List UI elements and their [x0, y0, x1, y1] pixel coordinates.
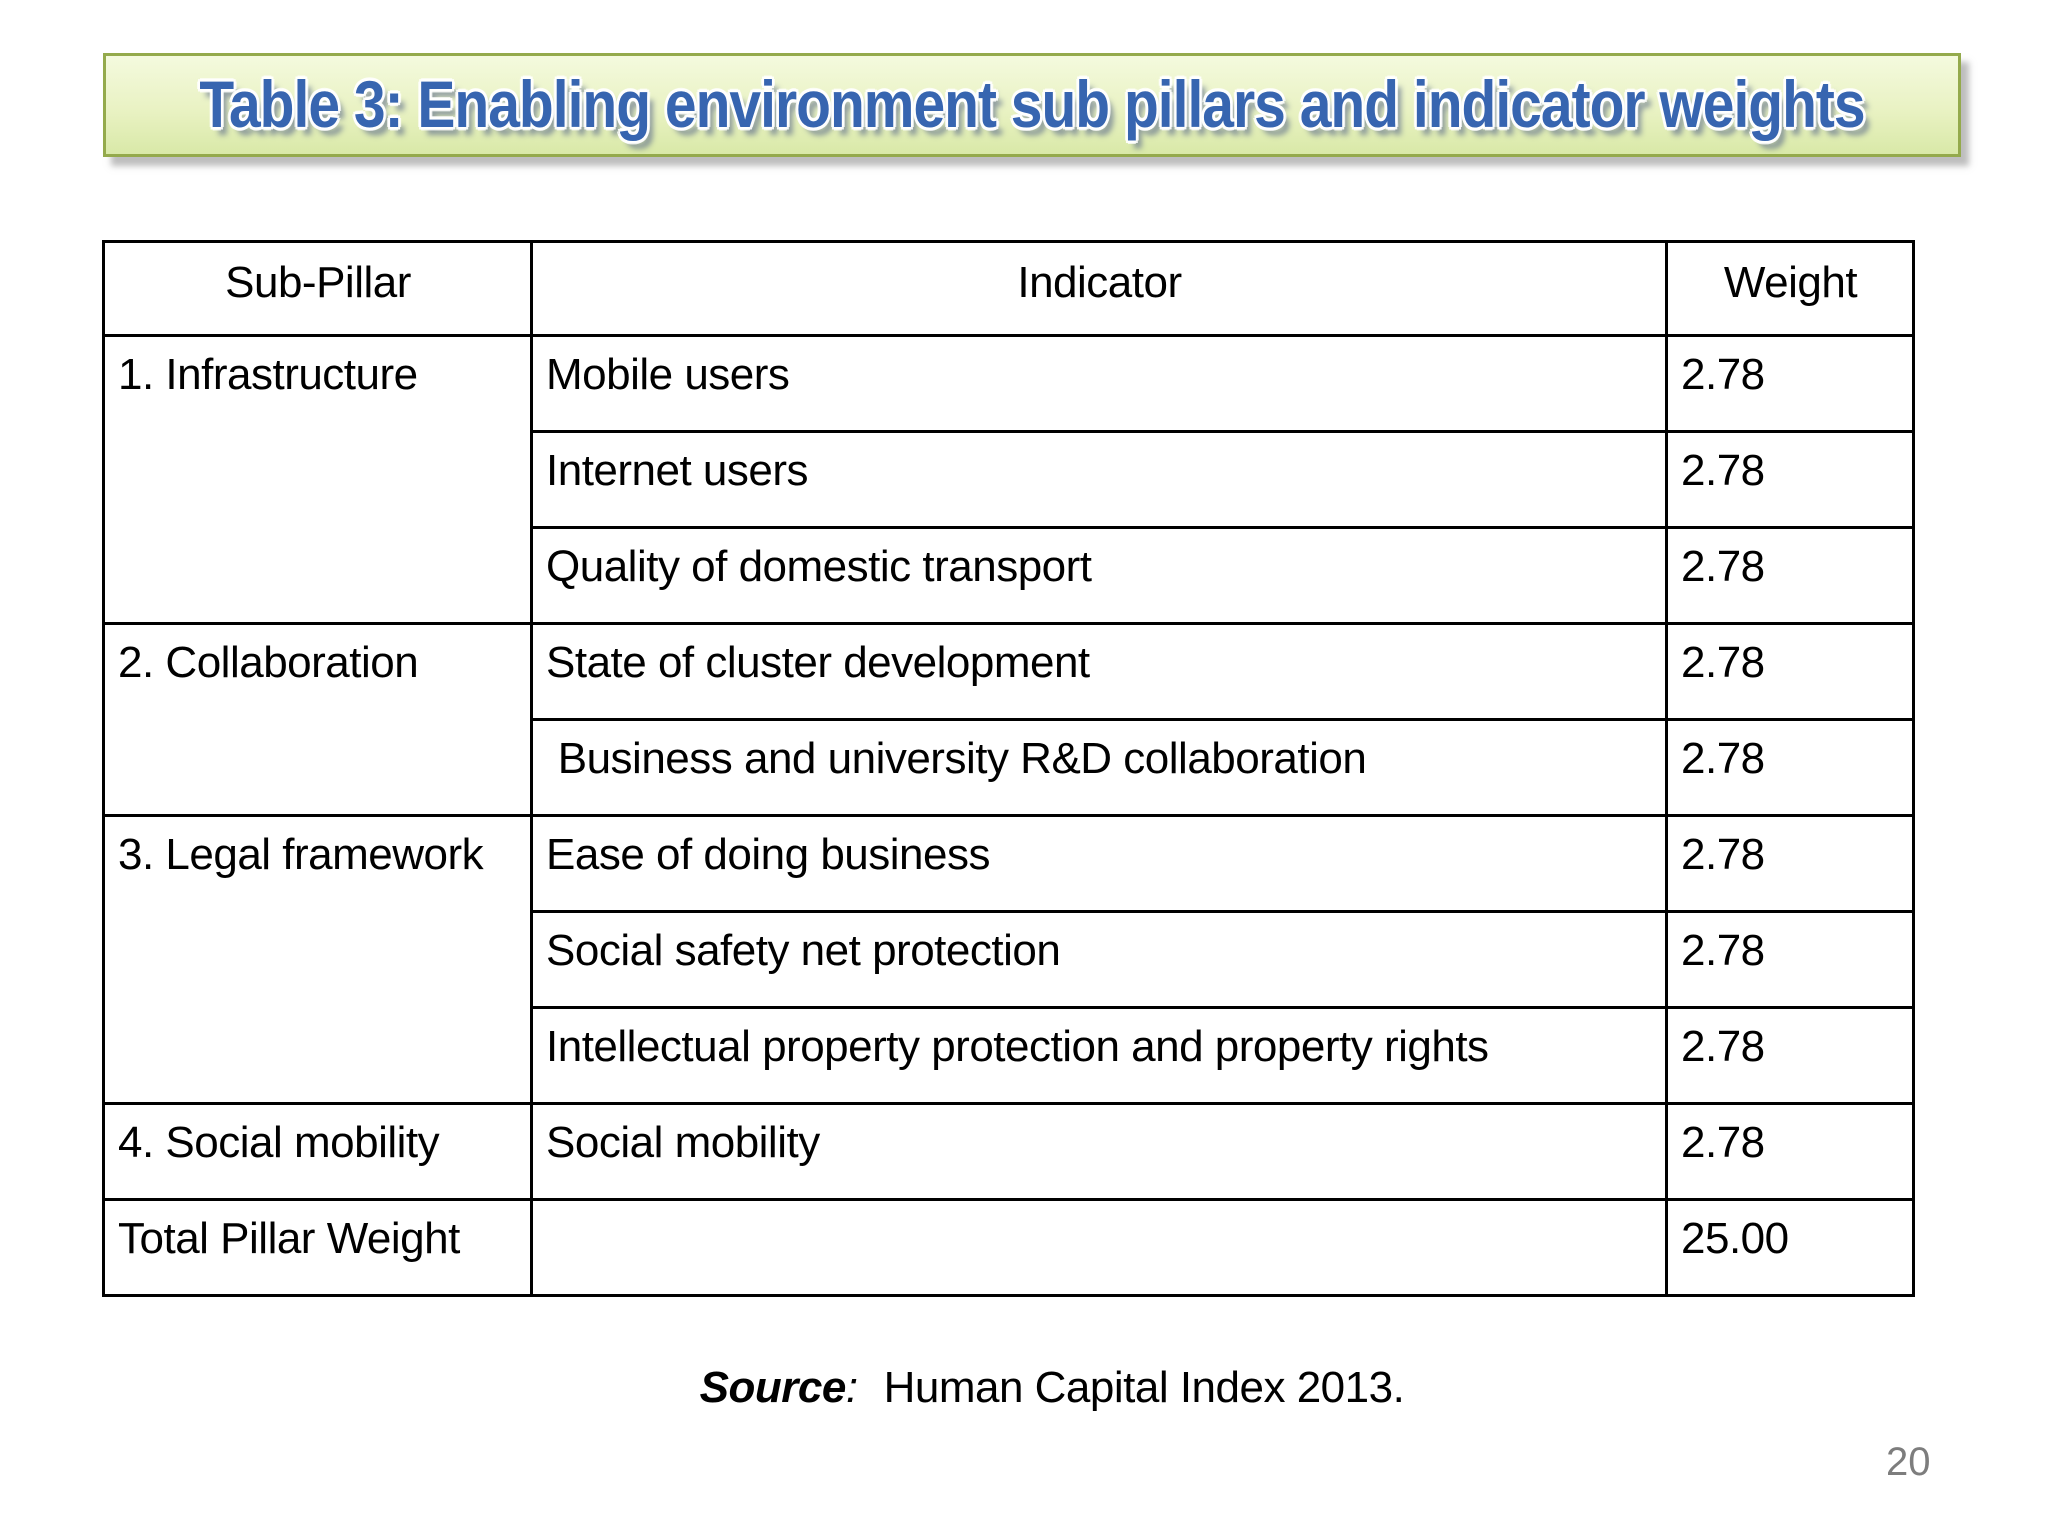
table-row: Business and university R&D collaboratio…: [104, 718, 1915, 817]
total-label-cell: Total Pillar Weight: [102, 1198, 533, 1297]
weight-cell: 2.78: [1665, 1006, 1915, 1105]
weight-cell: 2.78: [1665, 910, 1915, 1009]
indicator-cell: Social safety net protection: [530, 910, 1668, 1009]
indicator-cell: Social mobility: [530, 1102, 1668, 1201]
sub-pillar-cell: 4. Social mobility: [102, 1102, 533, 1201]
table-row: 3. Legal framework Ease of doing business…: [102, 814, 1915, 1105]
source-label: Source: [699, 1363, 847, 1412]
weight-cell: 2.78: [1665, 622, 1915, 721]
table-row: Intellectual property protection and pro…: [104, 1006, 1915, 1105]
table-row: Social safety net protection 2.78: [104, 910, 1915, 1009]
sub-pillar-cell: 1. Infrastructure: [102, 334, 533, 625]
sub-pillar-cell: 2. Collaboration: [102, 622, 533, 817]
weights-table: Sub-Pillar Indicator Weight 1. Infrastru…: [102, 240, 1915, 1297]
weight-cell: 2.78: [1665, 814, 1915, 913]
weight-cell: 2.78: [1665, 718, 1915, 817]
weight-cell: 2.78: [1665, 1102, 1915, 1201]
table-row: 1. Infrastructure Mobile users 2.78: [102, 334, 1915, 625]
weight-cell: 2.78: [1665, 334, 1915, 433]
total-weight-cell: 25.00: [1665, 1198, 1915, 1297]
weight-cell: 2.78: [1665, 526, 1915, 625]
source-text: Human Capital Index 2013.: [883, 1363, 1405, 1412]
weight-cell: 2.78: [1665, 430, 1915, 529]
indicator-cell: Mobile users: [530, 334, 1668, 433]
indicator-cell: State of cluster development: [530, 622, 1668, 721]
column-header-weight: Weight: [1665, 240, 1915, 337]
indicator-cell: Internet users: [530, 430, 1668, 529]
page-number: 20: [1886, 1440, 1931, 1484]
table-row: Quality of domestic transport 2.78: [104, 526, 1915, 625]
table-row: Internet users 2.78: [104, 430, 1915, 529]
table-header-row: Sub-Pillar Indicator Weight: [102, 240, 1915, 337]
source-line: Source: Human Capital Index 2013.: [28, 1363, 2048, 1413]
table-total-row: Total Pillar Weight 25.00: [102, 1198, 1915, 1297]
title-banner: Table 3: Enabling environment sub pillar…: [103, 53, 1961, 157]
slide-title: Table 3: Enabling environment sub pillar…: [199, 67, 1865, 143]
source-separator: :: [845, 1363, 858, 1412]
column-header-sub-pillar: Sub-Pillar: [102, 240, 533, 337]
indicator-cell: Business and university R&D collaboratio…: [530, 718, 1668, 817]
indicator-cell: Quality of domestic transport: [530, 526, 1668, 625]
indicator-cell: Ease of doing business: [530, 814, 1668, 913]
table-row: 2. Collaboration State of cluster develop…: [102, 622, 1915, 817]
indicator-cell: Intellectual property protection and pro…: [530, 1006, 1668, 1105]
sub-pillar-cell: 3. Legal framework: [102, 814, 533, 1105]
total-indicator-cell: [530, 1198, 1668, 1297]
table-row: 4. Social mobility Social mobility 2.78: [102, 1102, 1915, 1201]
column-header-indicator: Indicator: [530, 240, 1668, 337]
